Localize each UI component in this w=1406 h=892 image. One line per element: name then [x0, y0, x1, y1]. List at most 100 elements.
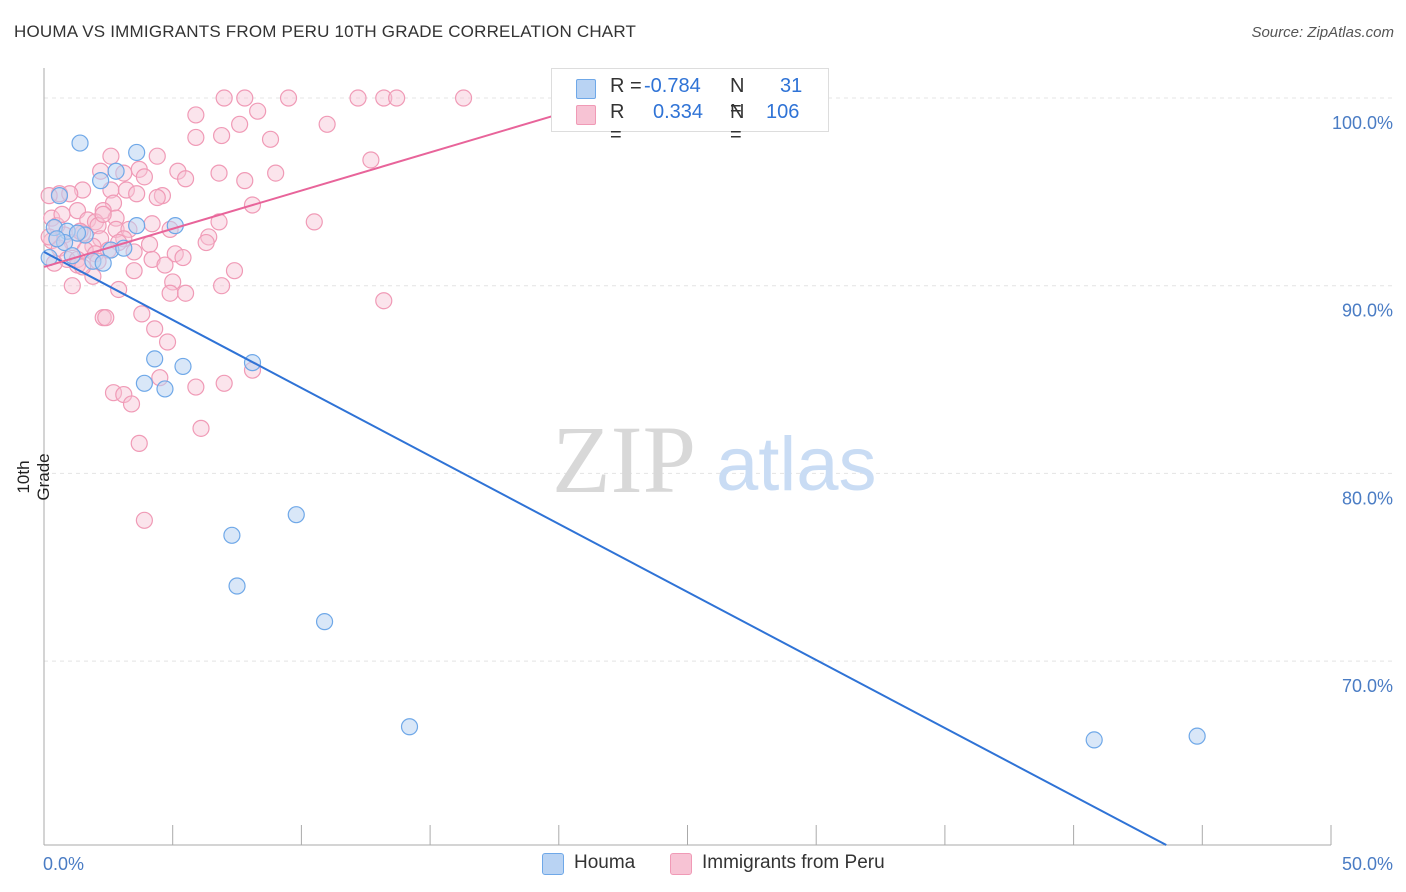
- data-point-houma: [128, 143, 146, 162]
- data-point-houma: [50, 187, 69, 205]
- data-point-houma: [63, 247, 81, 265]
- data-point-peru: [146, 320, 164, 338]
- data-point-houma: [400, 718, 419, 736]
- data-point-peru: [225, 262, 244, 280]
- y-axis-label: 10th Grade: [14, 453, 53, 501]
- data-point-peru: [305, 213, 323, 231]
- data-point-peru: [135, 511, 153, 529]
- data-point-peru: [375, 292, 393, 310]
- data-point-peru: [117, 181, 135, 199]
- data-point-peru: [130, 434, 148, 452]
- data-point-peru: [192, 419, 210, 437]
- data-point-peru: [215, 374, 233, 392]
- data-point-peru: [176, 170, 195, 188]
- x-tick-label: 0.0%: [43, 854, 84, 874]
- data-point-peru: [187, 378, 205, 396]
- data-point-peru: [148, 188, 166, 207]
- data-point-houma: [174, 357, 192, 376]
- data-point-peru: [267, 164, 285, 182]
- data-point-houma: [92, 172, 110, 190]
- data-point-peru: [148, 147, 166, 165]
- data-point-peru: [388, 89, 406, 107]
- tick-labels: 70.0% 80.0% 90.0% 100.0% 0.0% 50.0%: [43, 113, 1393, 874]
- data-point-peru: [213, 277, 231, 295]
- data-point-peru: [215, 89, 233, 107]
- data-point-peru: [156, 256, 174, 274]
- data-point-peru: [104, 384, 123, 402]
- watermark-atlas: atlas: [716, 422, 877, 507]
- data-point-peru: [176, 284, 195, 302]
- data-point-peru: [133, 305, 151, 323]
- data-point-houma: [1188, 727, 1206, 745]
- data-point-peru: [128, 185, 146, 203]
- data-point-peru: [210, 164, 228, 182]
- data-point-houma: [146, 350, 164, 368]
- data-point-houma: [287, 506, 305, 524]
- data-point-peru: [187, 128, 205, 147]
- data-point-peru: [318, 115, 336, 133]
- data-point-houma: [1085, 731, 1103, 749]
- trend-lines: [43, 110, 1167, 846]
- data-point-peru: [63, 277, 81, 295]
- y-tick-label: 80.0%: [1342, 488, 1393, 508]
- legend-n-value: 31: [780, 75, 803, 97]
- data-point-houma: [156, 380, 174, 398]
- watermark-zip: ZIP: [552, 406, 696, 513]
- data-point-peru: [161, 284, 179, 302]
- data-point-peru: [97, 309, 115, 327]
- data-point-peru: [143, 215, 161, 233]
- legend-r-value: -0.784: [644, 75, 701, 97]
- trendline-houma: [43, 251, 1167, 846]
- data-point-peru: [135, 168, 153, 186]
- series-houma-points: [40, 134, 1206, 749]
- data-point-peru: [125, 262, 143, 280]
- data-point-peru: [174, 248, 192, 267]
- data-point-peru: [349, 89, 367, 107]
- data-point-houma: [94, 254, 112, 272]
- axes: [43, 68, 1332, 846]
- data-point-peru: [197, 233, 215, 252]
- data-point-peru: [261, 130, 280, 148]
- data-point-peru: [362, 151, 380, 169]
- correlation-legend: R = -0.784 N = 31 R = 0.334 N = 106: [551, 68, 829, 146]
- data-point-peru: [94, 205, 112, 223]
- data-point-houma: [135, 374, 153, 392]
- data-point-peru: [236, 89, 254, 107]
- data-point-peru: [89, 217, 107, 235]
- y-tick-label: 90.0%: [1342, 301, 1393, 321]
- legend-r-label: R =: [610, 101, 625, 146]
- data-point-peru: [158, 333, 177, 351]
- data-point-peru: [122, 395, 141, 413]
- data-point-peru: [210, 213, 228, 231]
- data-point-peru: [102, 147, 120, 165]
- trendline-peru: [43, 110, 570, 268]
- series-peru-points: [40, 89, 473, 529]
- y-tick-label: 100.0%: [1332, 113, 1393, 133]
- data-point-peru: [249, 102, 267, 120]
- legend-n-label: N =: [730, 75, 745, 120]
- data-point-houma: [48, 230, 66, 248]
- data-point-houma: [228, 577, 246, 595]
- houma-legend-label: Houma: [574, 852, 636, 873]
- data-point-peru: [53, 205, 71, 223]
- data-point-houma: [68, 224, 87, 242]
- data-point-houma: [107, 162, 125, 180]
- legend-n-label: N =: [730, 101, 745, 146]
- peru-legend-swatch: [670, 853, 692, 875]
- data-point-houma: [315, 613, 334, 631]
- y-tick-label: 70.0%: [1342, 676, 1393, 696]
- data-point-peru: [236, 172, 254, 190]
- data-point-peru: [231, 115, 249, 133]
- peru-swatch: [576, 105, 596, 125]
- legend-r-value: 0.334: [653, 101, 704, 123]
- data-point-peru: [164, 273, 182, 291]
- legend-n-value: 106: [766, 101, 800, 123]
- data-point-peru: [454, 89, 473, 107]
- data-point-houma: [128, 217, 146, 235]
- x-tick-label: 50.0%: [1342, 854, 1393, 874]
- data-point-peru: [140, 235, 159, 254]
- data-point-peru: [187, 106, 205, 124]
- peru-legend-label: Immigrants from Peru: [702, 852, 885, 873]
- source-label: Source: ZipAtlas.com: [1251, 24, 1394, 41]
- data-point-peru: [74, 181, 92, 199]
